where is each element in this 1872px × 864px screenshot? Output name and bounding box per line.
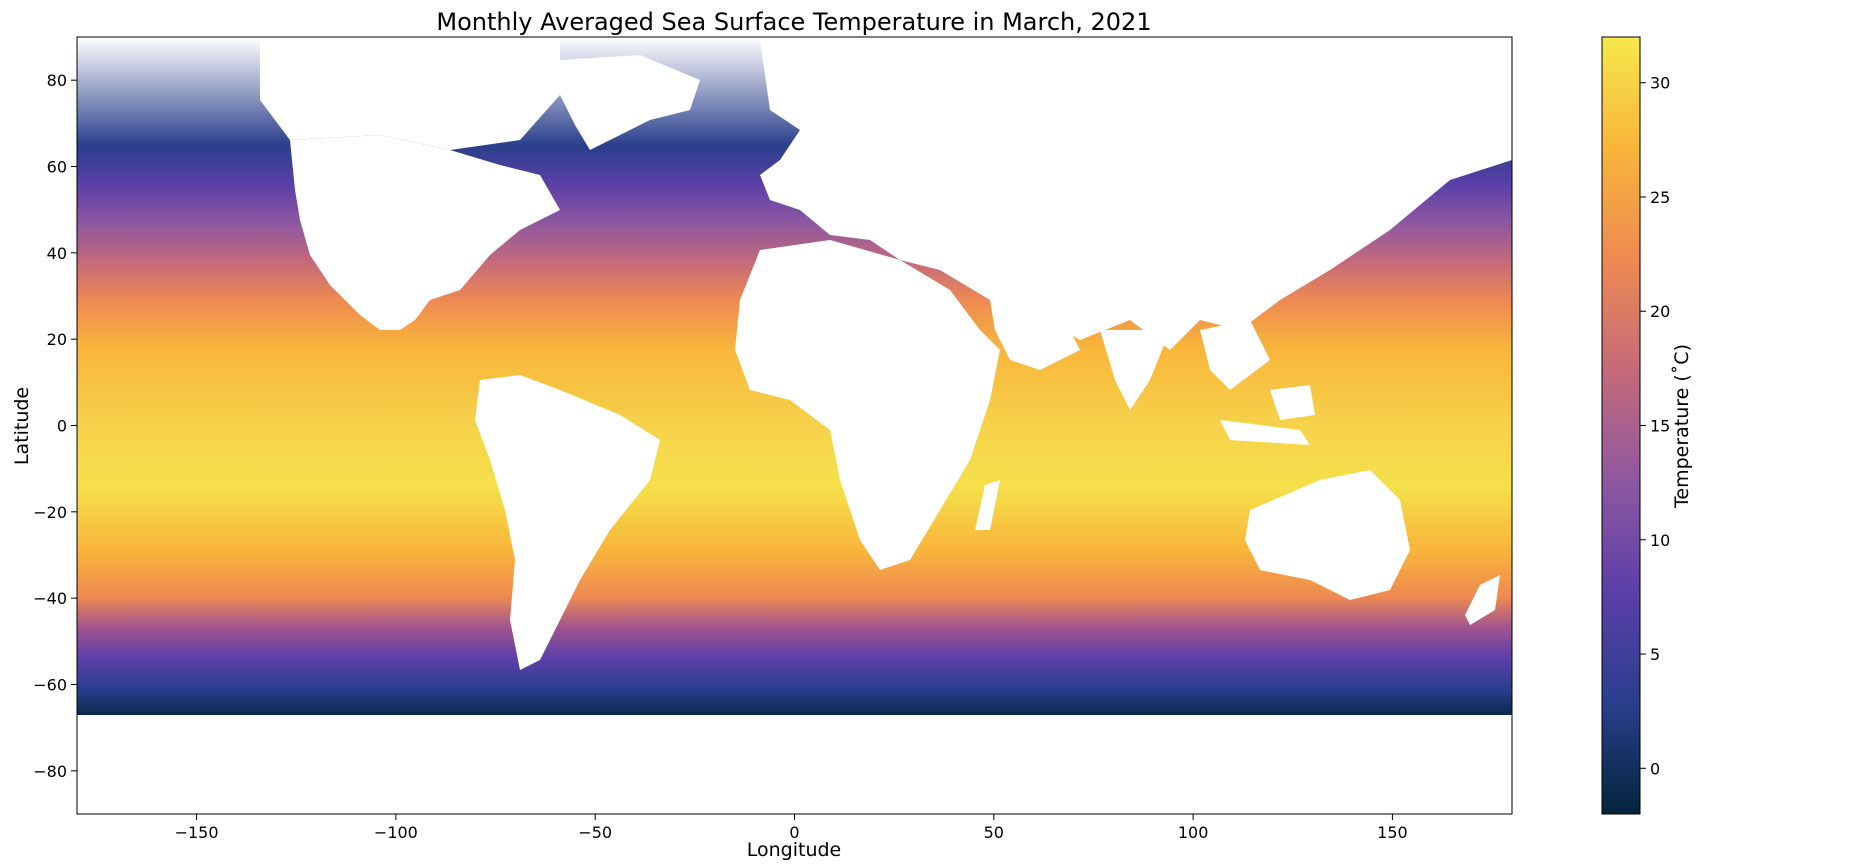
indonesia-land (1220, 420, 1310, 445)
greenland-land (560, 55, 700, 150)
y-axis-label: Latitude (11, 387, 33, 465)
chart-title: Monthly Averaged Sea Surface Temperature… (436, 8, 1151, 36)
colorbar-tick-label: 10 (1650, 531, 1670, 550)
arabia-land (990, 300, 1080, 370)
y-tick-label: −80 (33, 762, 67, 781)
borneo-land (1270, 385, 1315, 420)
x-axis-label: Longitude (747, 839, 842, 861)
y-tick-label: −20 (33, 503, 67, 522)
x-tick-label: 150 (1377, 823, 1408, 842)
madagascar-land (975, 480, 1000, 530)
india-land (1100, 330, 1170, 410)
north-america-land (290, 135, 560, 330)
australia-land (1245, 470, 1410, 600)
y-tick-label: −60 (33, 676, 67, 695)
land-masses (77, 40, 1512, 814)
x-axis-ticks: −150 −100 −50 0 50 100 150 (175, 814, 1408, 842)
x-tick-label: 0 (789, 823, 799, 842)
south-america-land (475, 375, 660, 670)
colorbar: 0 5 10 15 20 25 30 Temperature (˚C) (1601, 36, 1693, 815)
x-tick-label: −50 (578, 823, 612, 842)
colorbar-tick-label: 5 (1650, 645, 1660, 664)
y-axis-ticks: 80 60 40 20 0 −20 −40 −60 −80 (33, 71, 77, 781)
africa-land (735, 240, 1000, 570)
colorbar-gradient (1601, 36, 1641, 815)
x-tick-label: 50 (984, 823, 1004, 842)
colorbar-ticks: 0 5 10 15 20 25 30 (1640, 74, 1670, 778)
colorbar-tick-label: 0 (1650, 759, 1660, 778)
y-tick-label: 40 (47, 244, 67, 263)
x-tick-label: 100 (1178, 823, 1209, 842)
eurasia-land (760, 40, 1512, 350)
colorbar-tick-label: 30 (1650, 74, 1670, 93)
y-tick-label: −40 (33, 589, 67, 608)
colorbar-tick-label: 20 (1650, 302, 1670, 321)
y-tick-label: 60 (47, 158, 67, 177)
y-tick-label: 20 (47, 330, 67, 349)
canada-arctic-land (260, 40, 560, 150)
x-tick-label: −150 (175, 823, 219, 842)
y-tick-label: 80 (47, 71, 67, 90)
x-tick-label: −100 (374, 823, 418, 842)
colorbar-label: Temperature (˚C) (1671, 344, 1693, 509)
y-tick-label: 0 (57, 417, 67, 436)
colorbar-tick-label: 25 (1650, 188, 1670, 207)
new-zealand-land (1465, 575, 1500, 625)
colorbar-tick-label: 15 (1650, 417, 1670, 436)
southeast-asia-land (1200, 320, 1270, 390)
map-area (77, 37, 1512, 814)
antarctica-land (77, 715, 1512, 814)
